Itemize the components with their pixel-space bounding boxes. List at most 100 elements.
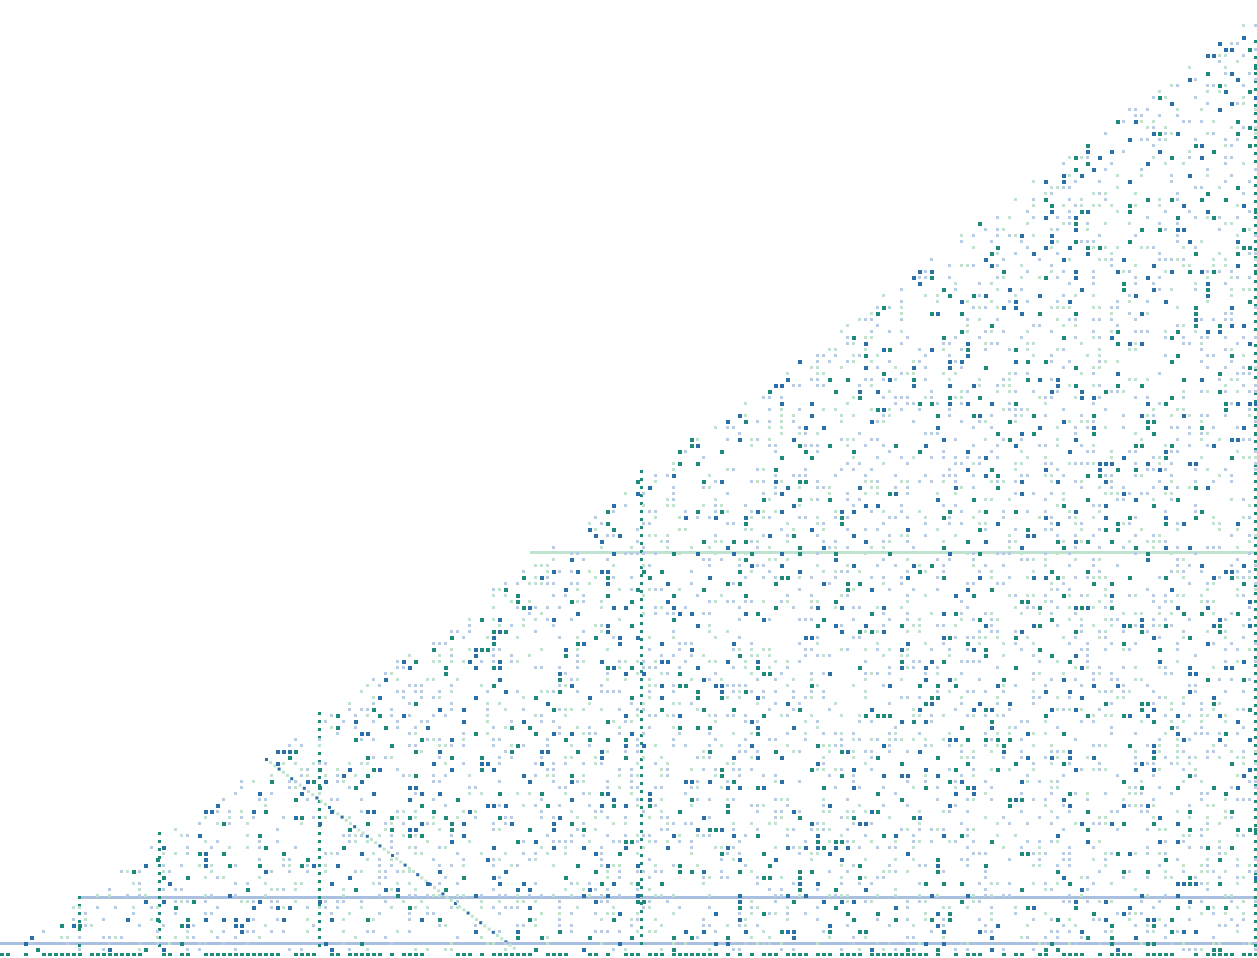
column-dot: [318, 896, 321, 899]
matrix-dot: [714, 942, 718, 946]
matrix-dot: [1056, 186, 1059, 189]
matrix-dot: [546, 744, 549, 747]
matrix-dot: [1158, 612, 1161, 615]
matrix-dot: [1068, 384, 1071, 387]
matrix-dot: [450, 702, 453, 705]
matrix-dot: [1152, 120, 1155, 123]
bottom-row-dot: [120, 953, 124, 956]
matrix-dot: [1080, 630, 1083, 633]
matrix-dot: [768, 420, 771, 423]
matrix-dot: [372, 720, 375, 723]
matrix-dot: [942, 372, 945, 375]
matrix-dot: [1206, 816, 1209, 819]
matrix-dot: [1128, 804, 1131, 807]
bottom-row-dot: [96, 953, 100, 956]
matrix-dot: [1236, 858, 1239, 861]
matrix-dot: [942, 882, 946, 886]
matrix-dot: [906, 612, 909, 615]
matrix-dot: [678, 684, 682, 688]
matrix-dot: [144, 948, 148, 952]
matrix-dot: [984, 852, 987, 855]
matrix-dot: [774, 450, 777, 453]
matrix-dot: [1098, 636, 1101, 639]
matrix-dot: [354, 840, 357, 843]
matrix-dot: [990, 912, 993, 915]
matrix-dot: [570, 930, 573, 933]
matrix-dot: [1152, 282, 1155, 285]
matrix-dot: [1182, 336, 1185, 339]
matrix-dot: [816, 636, 819, 639]
matrix-dot: [840, 420, 843, 423]
matrix-dot: [762, 876, 766, 880]
matrix-dot: [1002, 750, 1006, 754]
matrix-dot: [576, 906, 579, 909]
column-dot: [640, 910, 643, 913]
matrix-dot: [1194, 732, 1197, 735]
matrix-dot: [252, 930, 255, 933]
matrix-dot: [948, 360, 952, 364]
matrix-dot: [1236, 252, 1240, 256]
matrix-dot: [858, 498, 861, 501]
matrix-dot: [1062, 594, 1066, 598]
matrix-dot: [858, 666, 862, 670]
matrix-dot: [360, 900, 363, 903]
matrix-dot: [1134, 552, 1137, 555]
matrix-dot: [1236, 216, 1239, 219]
matrix-dot: [576, 582, 579, 585]
matrix-dot: [492, 636, 496, 640]
matrix-dot: [1176, 594, 1179, 597]
matrix-dot: [1212, 624, 1216, 628]
matrix-dot: [948, 474, 951, 477]
matrix-dot: [1158, 540, 1161, 543]
matrix-dot: [408, 732, 411, 735]
matrix-dot: [1146, 276, 1150, 280]
matrix-dot: [108, 894, 111, 897]
matrix-dot: [576, 654, 579, 657]
matrix-dot: [978, 570, 981, 573]
matrix-dot: [1092, 450, 1095, 453]
matrix-dot: [1116, 948, 1120, 952]
matrix-dot: [642, 570, 646, 574]
matrix-dot: [522, 708, 525, 711]
matrix-dot: [240, 780, 243, 783]
matrix-dot: [264, 810, 268, 814]
matrix-dot: [990, 324, 994, 328]
matrix-dot: [456, 630, 459, 633]
matrix-dot: [972, 786, 976, 790]
matrix-dot: [876, 876, 879, 879]
matrix-dot: [1068, 462, 1071, 465]
matrix-dot: [654, 870, 657, 873]
matrix-dot: [618, 588, 621, 591]
matrix-dot: [996, 480, 999, 483]
matrix-dot: [1026, 528, 1030, 532]
matrix-dot: [1092, 714, 1095, 717]
matrix-dot: [144, 894, 147, 897]
matrix-dot: [618, 660, 621, 663]
matrix-dot: [258, 936, 261, 939]
matrix-dot: [1212, 936, 1215, 939]
matrix-dot: [144, 864, 148, 868]
matrix-dot: [900, 798, 904, 802]
column-dot: [1254, 752, 1257, 755]
matrix-dot: [906, 570, 909, 573]
matrix-dot: [936, 402, 939, 405]
matrix-dot: [858, 606, 861, 609]
matrix-dot: [882, 606, 886, 610]
matrix-dot: [1116, 210, 1119, 213]
matrix-dot: [888, 492, 892, 496]
matrix-dot: [558, 684, 561, 687]
matrix-dot: [1032, 558, 1035, 561]
matrix-dot: [1128, 222, 1131, 225]
matrix-dot: [654, 840, 657, 843]
matrix-dot: [96, 894, 99, 897]
matrix-dot: [618, 642, 622, 646]
matrix-dot: [1032, 234, 1035, 237]
matrix-dot: [1206, 282, 1210, 286]
matrix-dot: [822, 846, 826, 850]
matrix-dot: [450, 660, 453, 663]
matrix-dot: [900, 678, 903, 681]
matrix-dot: [1164, 270, 1167, 273]
matrix-dot: [1200, 828, 1203, 831]
matrix-dot: [1224, 180, 1227, 183]
matrix-dot: [834, 552, 838, 556]
